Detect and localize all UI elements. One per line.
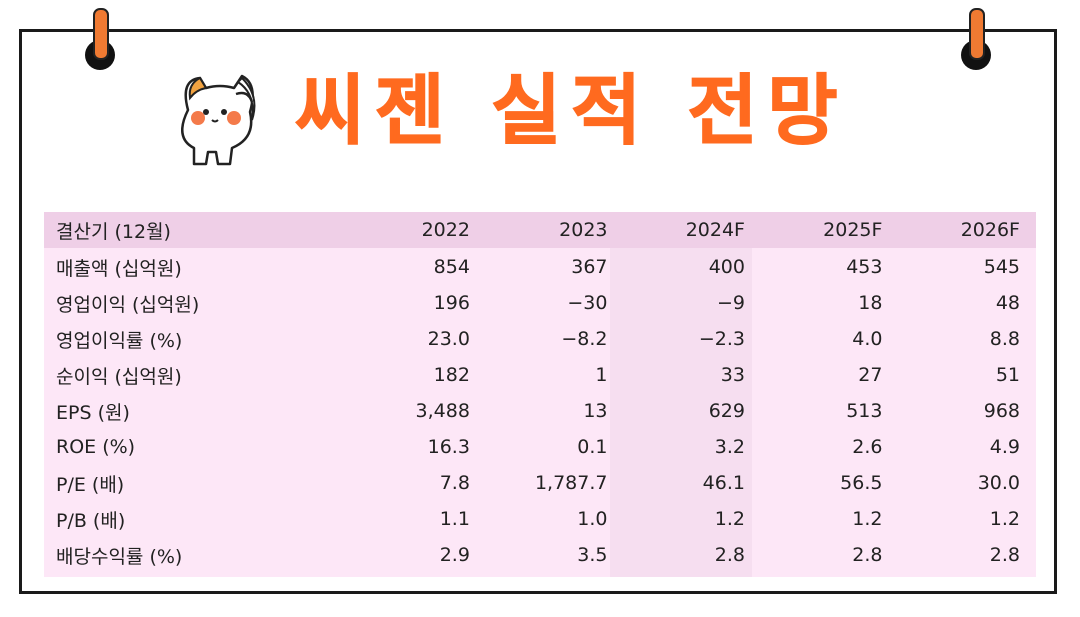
table-cell: 453	[846, 256, 883, 278]
table-cell: 400	[708, 256, 745, 278]
earnings-grid: 결산기 (12월) 2022 2023 2024F 2025F 2026F 매출…	[44, 212, 1036, 573]
table-cell: 1,787.7	[534, 472, 608, 494]
binder-ring-right-icon	[961, 0, 991, 80]
row-label: P/E (배)	[56, 473, 125, 496]
table-cell: 513	[846, 400, 883, 422]
header-period: 결산기 (12월)	[56, 220, 171, 243]
table-header-row: 결산기 (12월) 2022 2023 2024F 2025F 2026F	[44, 212, 1036, 248]
table-cell: 1	[595, 364, 608, 386]
row-label: EPS (원)	[56, 401, 130, 424]
table-row: 순이익 (십억원) 182 1 33 27 51	[44, 357, 1036, 393]
table-cell: 13	[583, 400, 608, 422]
header-2026f: 2026F	[960, 219, 1020, 241]
table-cell: 3,488	[415, 400, 470, 422]
table-row: 영업이익률 (%) 23.0 −8.2 −2.3 4.0 8.8	[44, 321, 1036, 357]
table-cell: 30.0	[977, 472, 1020, 494]
table-cell: 2.8	[714, 544, 745, 566]
row-label: 영업이익 (십억원)	[56, 293, 200, 316]
table-cell: 7.8	[439, 472, 470, 494]
table-row: EPS (원) 3,488 13 629 513 968	[44, 393, 1036, 429]
row-label: 매출액 (십억원)	[56, 257, 182, 280]
table-cell: 367	[571, 256, 608, 278]
table-cell: 27	[858, 364, 883, 386]
table-cell: 16.3	[427, 436, 470, 458]
table-cell: −2.3	[698, 328, 745, 350]
table-cell: 182	[433, 364, 470, 386]
table-cell: 0.1	[577, 436, 608, 458]
table-cell: 1.0	[577, 508, 608, 530]
table-cell: 629	[708, 400, 745, 422]
table-cell: 2.6	[852, 436, 883, 458]
table-cell: 48	[995, 292, 1020, 314]
table-cell: 1.2	[852, 508, 883, 530]
row-label: 배당수익률 (%)	[56, 545, 183, 568]
table-row: 영업이익 (십억원) 196 −30 −9 18 48	[44, 285, 1036, 321]
table-cell: 1.1	[439, 508, 470, 530]
table-cell: 3.2	[714, 436, 745, 458]
table-cell: −8.2	[561, 328, 608, 350]
table-cell: −9	[716, 292, 745, 314]
header-2024f: 2024F	[685, 219, 745, 241]
row-label: 영업이익률 (%)	[56, 329, 183, 352]
header-2023: 2023	[559, 219, 608, 241]
table-cell: 4.0	[852, 328, 883, 350]
header-2025f: 2025F	[823, 219, 883, 241]
row-label: P/B (배)	[56, 509, 126, 532]
table-cell: 33	[720, 364, 745, 386]
table-row: P/B (배) 1.1 1.0 1.2 1.2 1.2	[44, 501, 1036, 537]
table-cell: 18	[858, 292, 883, 314]
table-cell: 46.1	[702, 472, 745, 494]
table-cell: 2.9	[439, 544, 470, 566]
page-title: 씨젠 실적 전망	[294, 65, 848, 156]
table-row: ROE (%) 16.3 0.1 3.2 2.6 4.9	[44, 429, 1036, 465]
row-label: 순이익 (십억원)	[56, 365, 182, 388]
table-cell: 23.0	[427, 328, 470, 350]
forecast-column-highlight	[610, 212, 752, 577]
table-cell: 56.5	[840, 472, 883, 494]
table-cell: 1.2	[989, 508, 1020, 530]
table-cell: 3.5	[577, 544, 608, 566]
table-cell: 2.8	[852, 544, 883, 566]
table-cell: 4.9	[989, 436, 1020, 458]
table-cell: 8.8	[989, 328, 1020, 350]
table-cell: 968	[983, 400, 1020, 422]
cat-mascot-icon	[181, 74, 256, 166]
header-2022: 2022	[421, 219, 470, 241]
table-cell: 1.2	[714, 508, 745, 530]
table-cell: 545	[983, 256, 1020, 278]
table-row: 배당수익률 (%) 2.9 3.5 2.8 2.8 2.8	[44, 537, 1036, 573]
binder-ring-left-icon	[85, 0, 115, 80]
table-cell: 196	[433, 292, 470, 314]
table-cell: 854	[433, 256, 470, 278]
table-row: P/E (배) 7.8 1,787.7 46.1 56.5 30.0	[44, 465, 1036, 501]
earnings-table: 결산기 (12월) 2022 2023 2024F 2025F 2026F 매출…	[44, 212, 1036, 577]
row-label: ROE (%)	[56, 436, 136, 458]
table-cell: −30	[567, 292, 608, 314]
table-cell: 51	[995, 364, 1020, 386]
table-row: 매출액 (십억원) 854 367 400 453 545	[44, 248, 1036, 285]
table-cell: 2.8	[989, 544, 1020, 566]
